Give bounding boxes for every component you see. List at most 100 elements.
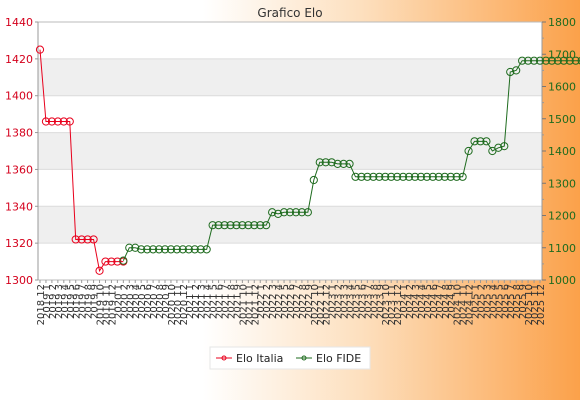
- x-tick-label: 2022 8: [298, 284, 309, 319]
- data-point: [428, 172, 437, 181]
- x-tick-label: 2021 1: [185, 284, 196, 319]
- right-tick-label: 1400: [548, 145, 576, 158]
- data-point: [369, 172, 378, 181]
- x-tick-label: 2020 9: [161, 284, 172, 319]
- data-point: [387, 172, 396, 181]
- data-point: [440, 172, 449, 181]
- data-point: [357, 172, 366, 181]
- grid-band: [38, 132, 542, 170]
- data-point: [547, 56, 557, 65]
- data-point: [131, 243, 140, 252]
- left-tick-label: 1320: [5, 237, 33, 250]
- x-tick-label: 2020 3: [125, 284, 136, 319]
- x-tick-label: 2022 7: [292, 284, 303, 319]
- x-tick-label: 2024 9: [447, 284, 458, 319]
- data-point: [113, 257, 122, 266]
- x-tick-label: 2021 12: [250, 284, 261, 325]
- x-tick-label: 2023 9: [375, 284, 386, 319]
- x-tick-label: 2023 12: [393, 284, 404, 325]
- data-point: [327, 158, 336, 167]
- data-point: [351, 172, 360, 181]
- right-y-axis: 1000 1100 1200 1300 1400 1500 1600 1700 1800: [541, 16, 576, 287]
- data-point: [452, 172, 461, 181]
- x-tick-label: 2024 1: [399, 284, 410, 319]
- x-tick-label: 2023 1: [328, 284, 339, 319]
- data-point: [41, 117, 51, 126]
- x-tick-label: 2025 6: [500, 284, 511, 319]
- data-point: [101, 257, 110, 266]
- data-point: [196, 245, 205, 254]
- x-tick-label: 2024 4: [417, 284, 428, 319]
- right-tick-label: 1500: [548, 113, 576, 126]
- data-point: [190, 245, 199, 254]
- data-point: [518, 56, 527, 65]
- data-point: [464, 146, 473, 156]
- data-point: [285, 208, 295, 217]
- left-y-axis: 1300 1320 1340 1360 1380 1400 1420 1440: [5, 16, 39, 287]
- right-tick-label: 1300: [548, 177, 576, 190]
- data-point: [494, 143, 503, 152]
- x-tick-label: 2019 3: [54, 284, 65, 319]
- x-tick-label: 2025 9: [518, 284, 529, 319]
- x-tick-label: 2018 12: [36, 284, 47, 325]
- x-tick-label: 2025 4: [488, 284, 499, 319]
- x-tick-label: 2020 7: [149, 284, 160, 319]
- x-tick-label: 2020 4: [131, 284, 142, 319]
- data-point: [59, 117, 68, 126]
- legend: Elo Italia Elo FIDE: [209, 346, 371, 370]
- left-tick-label: 1400: [5, 90, 33, 103]
- x-tick-label: 2023 10: [381, 284, 392, 325]
- x-tick-label: 2025 5: [494, 284, 505, 319]
- x-tick-label: 2023 8: [369, 284, 380, 319]
- data-point: [363, 172, 372, 181]
- right-tick-label: 1600: [548, 81, 576, 94]
- grid-band: [38, 58, 542, 96]
- data-point: [268, 208, 277, 217]
- data-point: [458, 172, 467, 181]
- series-elo-fide: [119, 56, 580, 265]
- x-tick-label: 2025 11: [530, 284, 541, 325]
- x-tick-label: 2020 8: [155, 284, 166, 319]
- data-point: [404, 172, 414, 181]
- x-tick-label: 2023 6: [357, 284, 368, 319]
- x-tick-label: 2025 2: [476, 284, 487, 319]
- data-point: [482, 137, 491, 146]
- data-point: [577, 56, 580, 65]
- data-point: [381, 172, 390, 181]
- right-tick-label: 1000: [548, 274, 576, 287]
- data-point: [160, 245, 170, 254]
- data-point: [470, 137, 479, 146]
- x-tick-label: 2019 11: [101, 284, 112, 325]
- x-tick-label: 2020 6: [143, 284, 154, 319]
- x-tick-label: 2021 2: [191, 284, 202, 319]
- x-tick-label: 2022 5: [280, 284, 291, 319]
- x-tick-label: 2022 11: [316, 284, 327, 325]
- x-tick-label: 2023 2: [334, 284, 345, 319]
- x-tick-label: 2021 6: [215, 284, 226, 319]
- legend-box: [209, 346, 371, 370]
- x-tick-label: 2022 6: [286, 284, 297, 319]
- left-tick-label: 1380: [5, 127, 33, 140]
- x-tick-label: 2024 12: [465, 284, 476, 325]
- data-point: [559, 56, 568, 65]
- data-point: [220, 221, 229, 230]
- legend-marker: [221, 355, 227, 361]
- x-tick-label: 2023 7: [363, 284, 374, 319]
- x-tick-label: 2022 12: [322, 284, 333, 325]
- data-point: [321, 158, 330, 167]
- data-point: [476, 137, 485, 146]
- x-tick-label: 2024 7: [435, 284, 446, 319]
- x-tick-label: 2022 4: [274, 284, 285, 319]
- series-line: [122, 60, 580, 261]
- right-tick-label: 1700: [548, 48, 576, 61]
- data-point: [89, 235, 98, 244]
- data-point: [535, 56, 545, 65]
- data-point: [512, 66, 521, 75]
- x-tick-label: 2021 7: [221, 284, 232, 319]
- data-point: [571, 56, 580, 65]
- data-point: [53, 117, 62, 126]
- left-tick-label: 1300: [5, 274, 33, 287]
- data-point: [148, 245, 158, 254]
